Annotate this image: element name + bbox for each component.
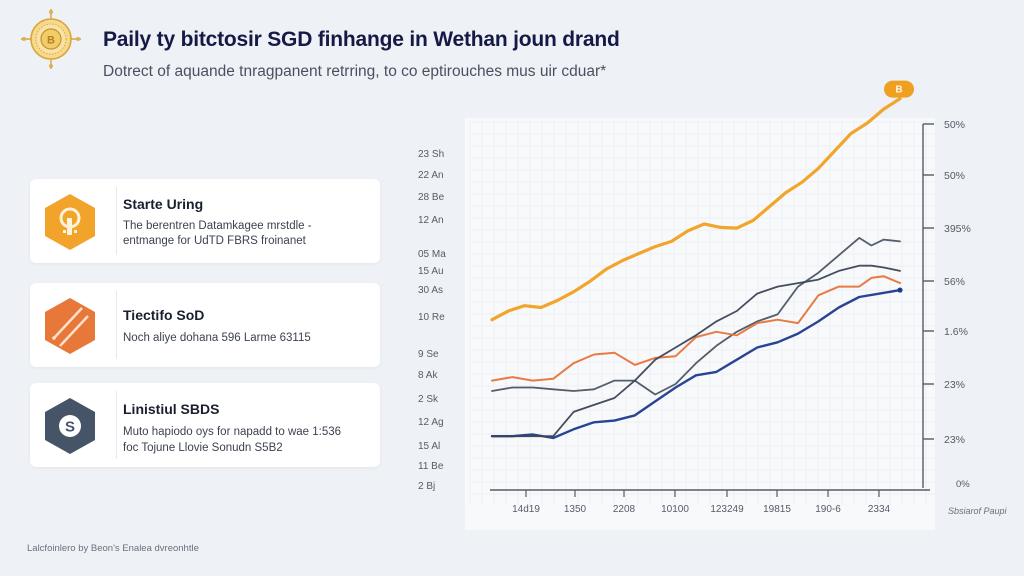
left-tick-label: 22 An [418,170,444,181]
chart-stripes-hex-icon [45,298,95,354]
left-tick-label: 2 Bj [418,481,435,492]
right-axis-title: Sbsiarof Paupi [948,506,1008,516]
series-line-series-gray [491,237,901,396]
page-title: Paily ty bitctosir SGD finhange in Wetha… [103,28,620,51]
left-tick-label: 2 Sk [418,394,439,405]
gold-coin-emblem-icon: B [21,9,81,69]
card-description-line: The berentren Datamkagee mrstdle - [123,220,312,232]
footer-credit: Lalcfoinlero by Beon's Enalea dvreonhtle [27,543,199,554]
card-description-line: Muto hapiodo oys for napadd to wae 1:536 [123,426,342,438]
x-tick-label: 2334 [868,504,891,515]
right-axis: 50% 50% 395% 56% 1.6% 23% 23% 0% [922,119,971,490]
x-axis: 14d19 1350 2208 10100 123249 19815 190-6 2334 [490,489,930,515]
info-card-tiectifo-sod[interactable]: Tiectifo SoD Noch aliye dohana 596 Larme… [30,283,380,367]
x-tick-label: 14d19 [512,504,540,515]
left-tick-label: 11 Be [418,461,444,472]
left-tick-label: 12 Ag [418,417,444,428]
end-marker: B [884,80,914,98]
info-card-starte-uring[interactable]: Starte Uring The berentren Datamkagee mr… [30,179,380,263]
x-tick-label: 10100 [661,504,689,515]
x-tick-label: 1350 [564,504,587,515]
left-tick-label: 8 Ak [418,370,438,381]
card-title: Tiectifo SoD [123,307,205,323]
right-tick-label: 0% [956,479,970,490]
left-tick-label: 12 An [418,215,444,226]
chart-background [465,118,935,530]
series-line-series-orange [491,275,901,382]
card-title: Starte Uring [123,196,204,212]
card-divider [116,187,117,255]
card-divider [116,391,117,459]
right-tick-label: 56% [944,276,965,288]
left-tick-label: 15 Au [418,266,444,277]
right-tick-label: 395% [944,223,971,235]
page-subtitle: Dotrect of aquande tnragpanent retrring,… [103,63,607,80]
series-line-series-dark [491,264,901,438]
end-marker-badge [884,80,914,98]
card-title: Linistiul SBDS [123,401,220,417]
card-description-line: entmange for UdTD FBRS froinanet [123,235,306,247]
right-tick-label: 1.6% [944,326,968,338]
x-tick-label: 123249 [710,504,744,515]
svg-text:B: B [47,35,55,47]
left-tick-label: 30 As [418,285,443,296]
dollar-hex-icon: S [45,398,95,454]
end-marker-label: B [895,85,902,96]
right-tick-label: 23% [944,379,965,391]
x-tick-label: 190-6 [815,504,841,515]
left-tick-label: 10 Re [418,312,445,323]
info-card-linistiul-sbds[interactable]: S Linistiul SBDS Muto hapiodo oys for na… [30,383,380,467]
right-tick-label: 23% [944,434,965,446]
chart-grid [469,120,935,505]
left-tick-label: 28 Be [418,192,445,203]
left-tick-label: 9 Se [418,349,439,360]
left-axis-labels: 23 Sh 22 An 28 Be 12 An 05 Ma 15 Au 30 As 10 Re… [418,149,446,492]
card-divider [116,291,117,359]
left-tick-label: 23 Sh [418,149,444,160]
chart-series [490,97,903,440]
series-line-series-navy [490,288,902,440]
right-tick-label: 50% [944,119,965,131]
card-description-line: Noch aliye dohana 596 Larme 63115 [123,332,311,344]
svg-text:S: S [65,419,75,436]
series-end-point [897,287,903,293]
right-tick-label: 50% [944,170,965,182]
x-tick-label: 19815 [763,504,791,515]
x-tick-label: 2208 [613,504,636,515]
left-tick-label: 15 Al [418,441,440,452]
card-description-line: foc Tojune Llovie Sonudn S5B2 [123,442,283,454]
bitcoin-hex-icon [45,194,95,250]
left-tick-label: 05 Ma [418,249,446,260]
series-line-bitcoin-sgd [490,97,902,322]
